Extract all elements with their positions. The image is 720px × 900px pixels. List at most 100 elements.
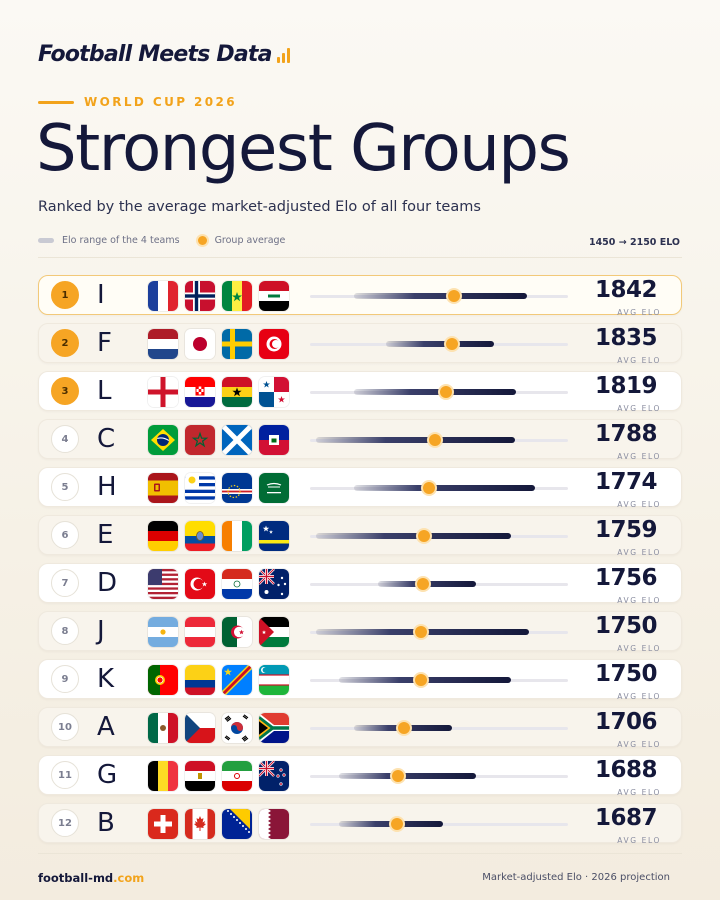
group-average-dot [417, 530, 430, 542]
kicker-text: WORLD CUP 2026 [84, 95, 237, 109]
avg-elo-value: 1750 [594, 613, 658, 639]
mexico-flag [148, 713, 178, 743]
croatia-flag [185, 377, 215, 407]
group-average-dot [398, 722, 411, 734]
group-row: 1 I 1842 AVG ELO [38, 275, 682, 317]
rank-badge: 6 [51, 521, 79, 549]
legend-avg-label: Group average [214, 235, 286, 246]
team-flags [148, 809, 289, 839]
avg-elo-value: 1788 [594, 421, 658, 447]
group-average-dot [440, 386, 452, 398]
group-row: 10 A 1706 AVG ELO [38, 707, 682, 749]
legend-range-label: Elo range of the 4 teams [62, 235, 180, 246]
usa-flag [148, 569, 178, 599]
group-letter: A [97, 712, 115, 742]
group-average-dot [391, 770, 404, 782]
team-flags [148, 425, 289, 455]
group-row: 11 G 1688 AVG ELO [38, 755, 682, 797]
group-row: 2 F 1835 AVG ELO [38, 323, 682, 365]
avg-elo-label: AVG ELO [617, 308, 661, 317]
group-letter: L [97, 376, 112, 406]
avg-elo-value: 1819 [594, 373, 658, 399]
paraguay-flag [222, 569, 252, 599]
rank-badge: 9 [51, 665, 79, 693]
avg-elo-label: AVG ELO [617, 404, 661, 413]
elo-range-bar [354, 389, 517, 395]
rank-badge: 3 [51, 377, 79, 405]
group-letter: J [97, 616, 105, 646]
uzbekistan-flag [259, 665, 289, 695]
portugal-flag [148, 665, 178, 695]
group-row: 4 C 1788 AVG ELO [38, 419, 682, 461]
norway-flag [185, 281, 215, 311]
avg-elo-value: 1835 [594, 325, 658, 351]
austria-flag [185, 617, 215, 647]
scotland-flag [222, 425, 252, 455]
elo-range-bar [339, 773, 476, 779]
group-letter: E [97, 520, 114, 550]
germany-flag [148, 521, 178, 551]
czech-republic-flag [185, 713, 215, 743]
group-letter: B [97, 808, 115, 838]
footer-site: football-md.com [38, 871, 144, 885]
bosnia-herzegovina-flag [222, 809, 252, 839]
legend-dot-swatch [197, 236, 207, 245]
rank-badge: 10 [51, 713, 79, 741]
argentina-flag [148, 617, 178, 647]
rank-badge: 4 [51, 425, 79, 453]
rank-badge: 12 [51, 809, 79, 837]
avg-elo-label: AVG ELO [617, 836, 661, 845]
rank-badge: 8 [51, 617, 79, 645]
egypt-flag [185, 761, 215, 791]
france-flag [148, 281, 178, 311]
group-letter: F [97, 328, 112, 358]
group-letter: I [97, 280, 105, 310]
tunisia-flag [259, 329, 289, 359]
scale-label: 1450 → 2150 ELO [588, 237, 680, 248]
spain-flag [148, 473, 178, 503]
kicker: WORLD CUP 2026 [38, 95, 237, 109]
group-letter: H [97, 472, 117, 502]
team-flags [148, 617, 289, 647]
saudi-arabia-flag [259, 473, 289, 503]
brand-name: Football Meets Data [38, 42, 272, 67]
algeria-flag [222, 617, 252, 647]
team-flags [148, 329, 289, 359]
footer-note: Market-adjusted Elo · 2026 projection [482, 872, 670, 883]
elo-range-bar [385, 341, 495, 347]
group-row: 9 K 1750 AVG ELO [38, 659, 682, 701]
group-average-dot [428, 434, 441, 446]
team-flags [148, 713, 289, 743]
japan-flag [185, 329, 215, 359]
group-average-dot [414, 626, 427, 638]
switzerland-flag [148, 809, 178, 839]
avg-elo-label: AVG ELO [617, 644, 661, 653]
footer-site-name: football-md [38, 871, 114, 885]
elo-range-bar [315, 437, 515, 443]
rank-badge: 5 [51, 473, 79, 501]
uruguay-flag [185, 473, 215, 503]
netherlands-flag [148, 329, 178, 359]
avg-elo-value: 1750 [594, 661, 658, 687]
group-row: 7 D 1756 AVG ELO [38, 563, 682, 605]
group-row: 6 E 1759 AVG ELO [38, 515, 682, 557]
avg-elo-label: AVG ELO [617, 548, 661, 557]
group-row: 8 J 1750 AVG ELO [38, 611, 682, 653]
group-letter: C [97, 424, 116, 454]
avg-elo-label: AVG ELO [617, 692, 661, 701]
morocco-flag [185, 425, 215, 455]
team-flags [148, 281, 289, 311]
group-row: 5 H 1774 AVG ELO [38, 467, 682, 509]
avg-elo-value: 1706 [594, 709, 658, 735]
avg-elo-value: 1687 [594, 805, 658, 831]
team-flags [148, 569, 289, 599]
group-average-dot [423, 482, 436, 494]
team-flags [148, 521, 289, 551]
brand-logo: Football Meets Data [38, 42, 290, 67]
haiti-flag [259, 425, 289, 455]
legend-range-swatch [38, 238, 54, 243]
rank-badge: 7 [51, 569, 79, 597]
ghana-flag [222, 377, 252, 407]
dr-congo-flag [222, 665, 252, 695]
elo-range-bar [339, 821, 443, 827]
